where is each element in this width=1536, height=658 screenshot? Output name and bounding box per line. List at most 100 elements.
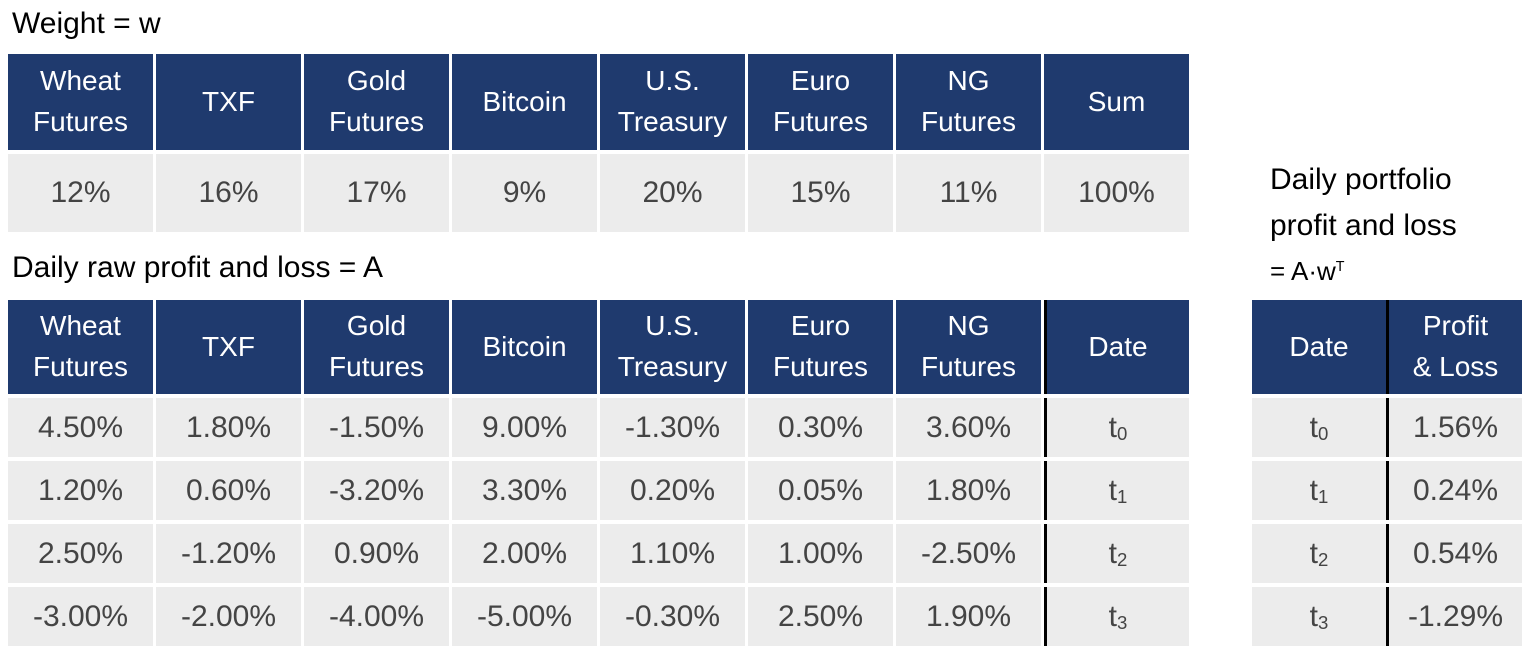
portfolio-value-cell: -1.29% bbox=[1386, 587, 1522, 646]
date-base: t bbox=[1309, 410, 1318, 444]
raw-value-cell: 0.90% bbox=[304, 524, 449, 583]
header-line: Sum bbox=[1087, 85, 1146, 117]
header-line: Bitcoin bbox=[482, 85, 567, 117]
date-subscript: 0 bbox=[1318, 423, 1329, 444]
raw-value-cell: 0.60% bbox=[156, 461, 301, 520]
header-line: Futures bbox=[773, 351, 868, 382]
raw-header-cell: Bitcoin bbox=[452, 300, 597, 394]
header-line: Treasury bbox=[617, 106, 728, 137]
raw-value-cell: -3.00% bbox=[8, 587, 153, 646]
header-line: TXF bbox=[202, 85, 255, 117]
weight-value-cell: 16% bbox=[156, 154, 301, 232]
header-line: Euro bbox=[790, 65, 851, 97]
raw-header-cell: NG Futures bbox=[896, 300, 1041, 394]
date-base: t bbox=[1108, 473, 1117, 507]
raw-value-cell: 3.60% bbox=[896, 398, 1041, 457]
raw-value-cell: -2.50% bbox=[896, 524, 1041, 583]
portfolio-title-line2: profit and loss bbox=[1270, 209, 1457, 242]
portfolio-value-cell: 1.56% bbox=[1386, 398, 1522, 457]
raw-value-cell: 1.80% bbox=[156, 398, 301, 457]
weight-header-cell: Wheat Futures bbox=[8, 54, 153, 150]
portfolio-value-cell: 0.24% bbox=[1386, 461, 1522, 520]
weight-header-cell: TXF bbox=[156, 54, 301, 150]
portfolio-title-line1: Daily portfolio bbox=[1270, 163, 1452, 196]
raw-value-cell: 1.00% bbox=[748, 524, 893, 583]
raw-value-cell: 0.30% bbox=[748, 398, 893, 457]
weight-header-cell: U.S. Treasury bbox=[600, 54, 745, 150]
portfolio-header-cell: Date bbox=[1252, 300, 1386, 394]
header-line: Gold bbox=[346, 310, 407, 342]
header-line: NG bbox=[947, 65, 990, 97]
date-subscript: 2 bbox=[1318, 549, 1329, 570]
weight-header-cell: Gold Futures bbox=[304, 54, 449, 150]
date-base: t bbox=[1309, 473, 1318, 507]
raw-header-cell: Date bbox=[1044, 300, 1189, 394]
raw-pnl-table: Wheat Futures TXF Gold Futures Bitcoin U.S. Tre… bbox=[8, 300, 1189, 646]
header-line: Wheat bbox=[40, 310, 121, 342]
raw-value-cell: 1.10% bbox=[600, 524, 745, 583]
header-line: Futures bbox=[33, 351, 128, 382]
raw-pnl-title: Daily raw profit and loss = A bbox=[12, 251, 384, 284]
raw-header-cell: TXF bbox=[156, 300, 301, 394]
raw-value-cell: 2.00% bbox=[452, 524, 597, 583]
raw-value-cell: 4.50% bbox=[8, 398, 153, 457]
header-line: Date bbox=[1289, 330, 1349, 362]
header-line: Futures bbox=[33, 106, 128, 137]
date-subscript: 1 bbox=[1117, 486, 1128, 507]
raw-value-cell: 1.80% bbox=[896, 461, 1041, 520]
header-line: Futures bbox=[921, 106, 1016, 137]
weight-value-cell: 11% bbox=[896, 154, 1041, 232]
weight-table: Wheat Futures TXF Gold Futures Bitcoin U.S. Tre… bbox=[8, 54, 1189, 232]
header-line: Futures bbox=[921, 351, 1016, 382]
header-line: TXF bbox=[202, 330, 255, 362]
raw-value-cell: 3.30% bbox=[452, 461, 597, 520]
raw-header-cell: Euro Futures bbox=[748, 300, 893, 394]
header-line: Wheat bbox=[40, 65, 121, 97]
date-subscript: 3 bbox=[1318, 612, 1329, 633]
portfolio-title-formula: = A·wT bbox=[1270, 256, 1344, 287]
raw-value-cell: 0.05% bbox=[748, 461, 893, 520]
weight-value-cell: 15% bbox=[748, 154, 893, 232]
header-line: U.S. bbox=[645, 65, 700, 97]
header-line: NG bbox=[947, 310, 990, 342]
raw-value-cell: 9.00% bbox=[452, 398, 597, 457]
raw-header-cell: U.S. Treasury bbox=[600, 300, 745, 394]
date-subscript: 0 bbox=[1117, 423, 1128, 444]
weight-title: Weight = w bbox=[12, 7, 161, 40]
weight-header-cell: Bitcoin bbox=[452, 54, 597, 150]
raw-value-cell: 0.20% bbox=[600, 461, 745, 520]
raw-value-cell: 2.50% bbox=[8, 524, 153, 583]
header-line: & Loss bbox=[1412, 351, 1499, 382]
date-subscript: 2 bbox=[1117, 549, 1128, 570]
weight-value-cell: 100% bbox=[1044, 154, 1189, 232]
raw-value-cell: 1.90% bbox=[896, 587, 1041, 646]
raw-value-cell: -2.00% bbox=[156, 587, 301, 646]
raw-value-cell: -3.20% bbox=[304, 461, 449, 520]
weight-header-cell: Sum bbox=[1044, 54, 1189, 150]
date-subscript: 3 bbox=[1117, 612, 1128, 633]
raw-value-cell: -1.50% bbox=[304, 398, 449, 457]
portfolio-header-cell: Profit & Loss bbox=[1386, 300, 1522, 394]
header-line: Profit bbox=[1422, 310, 1489, 342]
date-base: t bbox=[1108, 536, 1117, 570]
raw-value-cell: 1.20% bbox=[8, 461, 153, 520]
portfolio-value-cell: 0.54% bbox=[1386, 524, 1522, 583]
header-line: U.S. bbox=[645, 310, 700, 342]
weight-value-cell: 17% bbox=[304, 154, 449, 232]
date-base: t bbox=[1309, 599, 1318, 633]
date-base: t bbox=[1108, 599, 1117, 633]
weight-value-cell: 12% bbox=[8, 154, 153, 232]
header-line: Futures bbox=[773, 106, 868, 137]
weight-value-cell: 20% bbox=[600, 154, 745, 232]
raw-value-cell: -1.30% bbox=[600, 398, 745, 457]
date-subscript: 1 bbox=[1318, 486, 1329, 507]
raw-header-cell: Wheat Futures bbox=[8, 300, 153, 394]
raw-value-cell: -1.20% bbox=[156, 524, 301, 583]
transpose-superscript: T bbox=[1335, 259, 1345, 276]
weight-value-cell: 9% bbox=[452, 154, 597, 232]
